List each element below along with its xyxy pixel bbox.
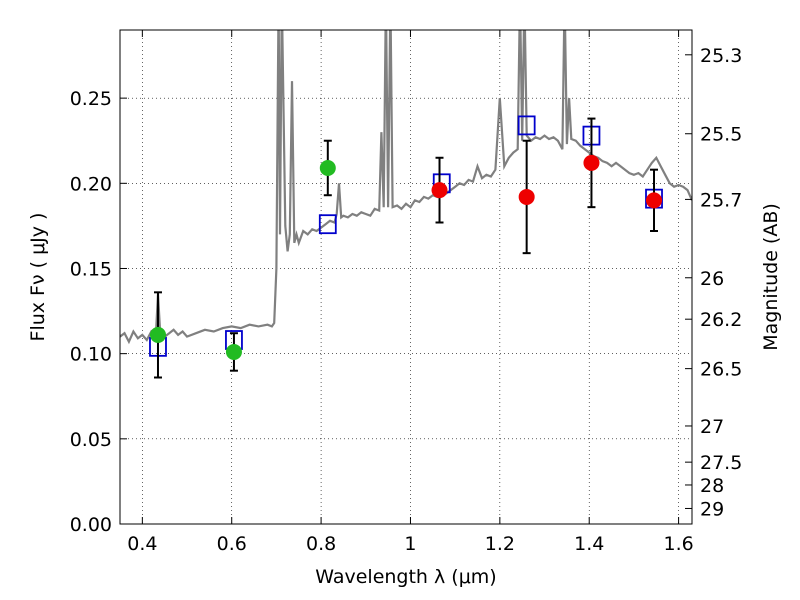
y-tick-label: 0.10 [70,344,112,366]
axes-frame [119,29,693,525]
grid [120,30,692,525]
right-tick-label: 25.7 [700,189,742,211]
x-axis-label: Wavelength λ (μm) [315,566,496,588]
y-tick-label: 0.20 [70,173,112,195]
x-tick-label: 1 [404,533,416,555]
right-tick-label: 26 [700,268,724,290]
ticks: 0.4 0.6 0.8 1 1.2 1.4 1.6 0.00 0.05 0.10 0.15 0.20 0… [70,30,742,555]
model-band-square [318,214,337,235]
y-tick-label: 0.25 [70,88,112,110]
right-tick-label: 26.2 [700,309,742,331]
model-band-square [517,115,536,136]
right-tick-label: 25.5 [700,124,742,146]
x-tick-label: 1.6 [663,533,693,555]
x-tick-label: 0.6 [217,533,247,555]
right-tick-label: 27.5 [700,452,742,474]
y-axis-label: Flux Fν ( μJy ) [27,213,49,342]
photometry-point [646,192,663,209]
right-tick-label: 28 [700,475,724,497]
photometry-point [431,182,448,199]
right-tick-label: 29 [700,498,724,520]
photometry-point [518,188,535,205]
right-tick-label: 25.3 [700,45,742,67]
y-tick-label: 0.00 [70,514,112,536]
plot-area [120,30,692,379]
x-tick-label: 0.8 [306,533,336,555]
y-tick-label: 0.05 [70,429,112,451]
photometry-point [319,159,336,176]
photometry-point [225,343,242,360]
right-tick-label: 26.5 [700,359,742,381]
right-axis-label: Magnitude (AB) [760,203,782,351]
y-tick-label: 0.15 [70,258,112,280]
model-spectrum-line [120,30,692,345]
x-tick-label: 0.4 [127,533,157,555]
photometry-point [583,154,600,171]
x-tick-label: 1.4 [574,533,604,555]
right-tick-label: 27 [700,416,724,438]
photometry-point [149,326,166,343]
x-tick-label: 1.2 [485,533,515,555]
